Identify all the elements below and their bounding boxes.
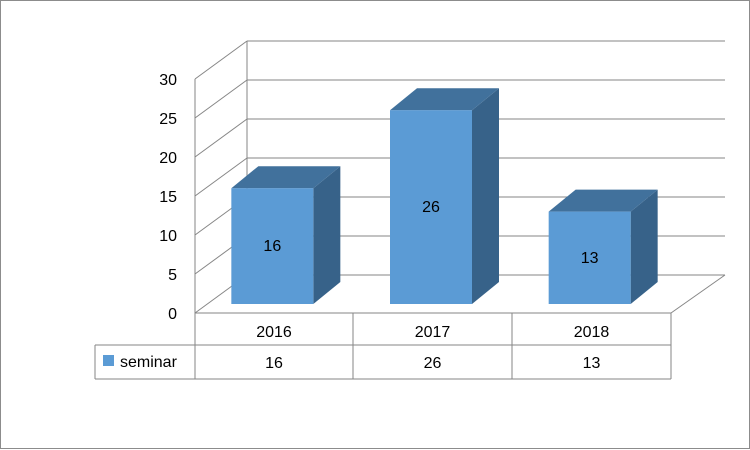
data-label: 16: [263, 238, 281, 255]
floor-edge: [670, 274, 726, 314]
bars: [231, 88, 658, 304]
table-cell-value: 16: [265, 355, 283, 372]
data-label: 13: [581, 250, 599, 267]
y-tick-label: 0: [168, 306, 177, 323]
bar-2016: [231, 166, 341, 304]
bar-2017: [390, 88, 499, 304]
legend-key-seminar: [103, 355, 114, 366]
data-label: 26: [422, 199, 440, 216]
bar-front: [231, 188, 314, 304]
bar-side: [313, 166, 341, 304]
gridline-wall: [194, 79, 248, 119]
y-tick-label: 15: [159, 189, 177, 206]
gridline-wall: [194, 157, 248, 197]
y-tick-label: 30: [159, 72, 177, 89]
bar-front: [548, 211, 631, 304]
y-tick-label: 20: [159, 150, 177, 167]
data-labels: 16 26 13: [263, 199, 598, 267]
bar-2018: [548, 189, 658, 304]
gridline-wall: [194, 40, 248, 80]
bar-top: [390, 88, 499, 111]
bar-side: [472, 88, 499, 304]
y-tick-label: 10: [159, 228, 177, 245]
bar-front: [390, 110, 472, 304]
x-tick-label: 2017: [415, 324, 451, 341]
y-tick-label: 25: [159, 111, 177, 128]
table-cell-value: 13: [583, 355, 601, 372]
gridline-wall: [194, 118, 248, 158]
x-tick-label: 2018: [574, 324, 610, 341]
bar-side: [630, 189, 658, 304]
x-tick-label: 2016: [256, 324, 292, 341]
table-cell-value: 26: [424, 355, 442, 372]
bar-top: [548, 189, 658, 212]
data-table: 2016 2017 2018 seminar 16 26 13: [94, 312, 672, 380]
legend-series-name: seminar: [120, 354, 178, 371]
y-tick-label: 5: [168, 267, 177, 284]
bar-top: [231, 166, 341, 189]
y-axis-tick-labels: 0 5 10 15 20 25 30: [159, 72, 177, 323]
